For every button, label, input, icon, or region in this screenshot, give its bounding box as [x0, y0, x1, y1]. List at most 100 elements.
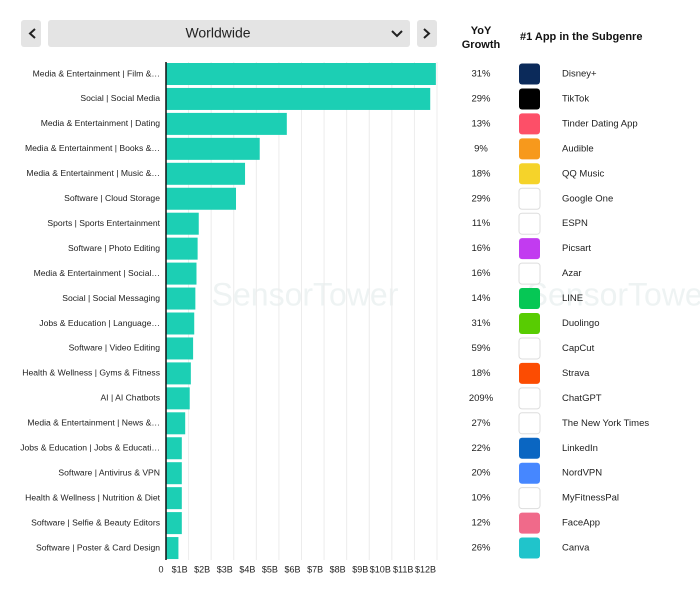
x-tick-label: $12B [415, 564, 436, 574]
app-name: CapCut [562, 343, 595, 354]
y-tick-label: Software | Video Editing [69, 343, 161, 353]
y-tick-label: Media & Entertainment | Music &… [26, 168, 160, 178]
app-name: NordVPN [562, 468, 602, 479]
app-icon [519, 537, 540, 559]
app-icon [519, 113, 540, 135]
app-icon [519, 288, 540, 310]
app-icon [519, 362, 540, 384]
y-tick-label: AI | AI Chatbots [100, 393, 160, 403]
y-tick-label: Jobs & Education | Language… [39, 318, 160, 328]
bar [166, 462, 182, 485]
app-name: The New York Times [562, 418, 649, 429]
region-dropdown[interactable] [48, 20, 410, 47]
growth-label: 16% [471, 268, 491, 279]
x-tick-label: $2B [194, 564, 210, 574]
growth-label: 26% [471, 543, 491, 554]
app-name: Strava [562, 368, 590, 379]
growth-label: 14% [471, 293, 491, 304]
app-icon [519, 238, 540, 260]
next-arrow [423, 28, 431, 39]
app-icon [518, 187, 541, 210]
growth-label: 9% [474, 143, 488, 154]
x-tick-label: $1B [172, 564, 188, 574]
y-tick-label: Software | Selfie & Beauty Editors [31, 517, 160, 527]
app-heading: #1 App in the Subgenre [520, 31, 643, 43]
x-tick-label: $8B [330, 564, 346, 574]
app-icon [519, 512, 540, 534]
bar [166, 412, 186, 435]
bar [166, 387, 190, 410]
app-name: ChatGPT [562, 393, 602, 404]
bar [166, 187, 237, 210]
y-tick-label: Software | Antivirus & VPN [58, 467, 160, 477]
y-tick-label: Social | Social Media [80, 93, 160, 103]
app-icon [518, 262, 541, 285]
x-tick-label: $11B [393, 564, 413, 574]
x-tick-label: $4B [239, 564, 255, 574]
app-icon [518, 387, 541, 410]
y-tick-label: Software | Photo Editing [68, 243, 160, 253]
y-tick-label: Media & Entertainment | Social… [34, 268, 160, 278]
bar [166, 87, 431, 110]
growth-label: 13% [471, 118, 491, 129]
app-name: MyFitnessPal [562, 493, 619, 504]
app-icon [518, 337, 541, 360]
growth-label: 209% [469, 393, 494, 404]
app-icon [518, 212, 541, 235]
x-tick-label: 0 [158, 564, 163, 574]
app-icon [519, 313, 540, 334]
app-icon [519, 88, 540, 110]
growth-label: 22% [471, 443, 491, 454]
next-button[interactable] [417, 20, 437, 47]
y-tick-label: Health & Wellness | Nutrition & Diet [25, 492, 160, 502]
app-name: QQ Music [562, 168, 604, 179]
x-tick-label: $10B [370, 564, 391, 574]
bar [166, 362, 191, 385]
app-name: Disney+ [562, 69, 597, 80]
y-tick-label: Media & Entertainment | Film &… [33, 68, 160, 78]
y-tick-label: Media & Entertainment | News &… [27, 418, 160, 428]
app-icon [519, 462, 540, 484]
growth-label: 20% [471, 468, 491, 479]
app-icon [519, 63, 540, 85]
y-tick-label: Media & Entertainment | Books &… [25, 143, 160, 153]
bar [166, 237, 198, 260]
app-name: TikTok [562, 93, 589, 104]
app-name: LINE [562, 293, 583, 304]
growth-label: 18% [471, 368, 491, 379]
growth-label: 11% [472, 218, 491, 229]
app-icon [519, 163, 540, 185]
x-tick-label: $9B [352, 564, 368, 574]
y-tick-label: Social | Social Messaging [62, 293, 160, 303]
x-tick-label: $3B [217, 564, 233, 574]
growth-heading: YoY Growth [461, 25, 501, 51]
bar [166, 512, 182, 535]
watermark: SensorTower [527, 276, 700, 312]
bar [166, 137, 260, 160]
growth-label: 31% [471, 318, 491, 329]
growth-label: 29% [471, 193, 491, 204]
x-tick-label: $5B [262, 564, 278, 574]
app-icon [518, 487, 541, 510]
app-icon [518, 412, 541, 435]
app-name: Canva [562, 543, 590, 554]
bar [166, 212, 199, 235]
x-tick-label: $6B [284, 564, 300, 574]
bar [166, 337, 194, 360]
prev-arrow [28, 28, 36, 39]
y-tick-label: Media & Entertainment | Dating [41, 118, 160, 128]
bar [166, 262, 197, 285]
bar [166, 63, 436, 85]
bar [166, 287, 196, 310]
growth-label: 16% [471, 243, 491, 254]
growth-label: 29% [471, 93, 491, 104]
app-name: ESPN [562, 218, 588, 229]
bar [166, 162, 246, 185]
growth-label: 12% [471, 518, 491, 529]
growth-label: 31% [471, 69, 491, 80]
app-name: Google One [562, 193, 613, 204]
bar [166, 112, 287, 135]
y-tick-label: Health & Wellness | Gyms & Fitness [22, 368, 160, 378]
